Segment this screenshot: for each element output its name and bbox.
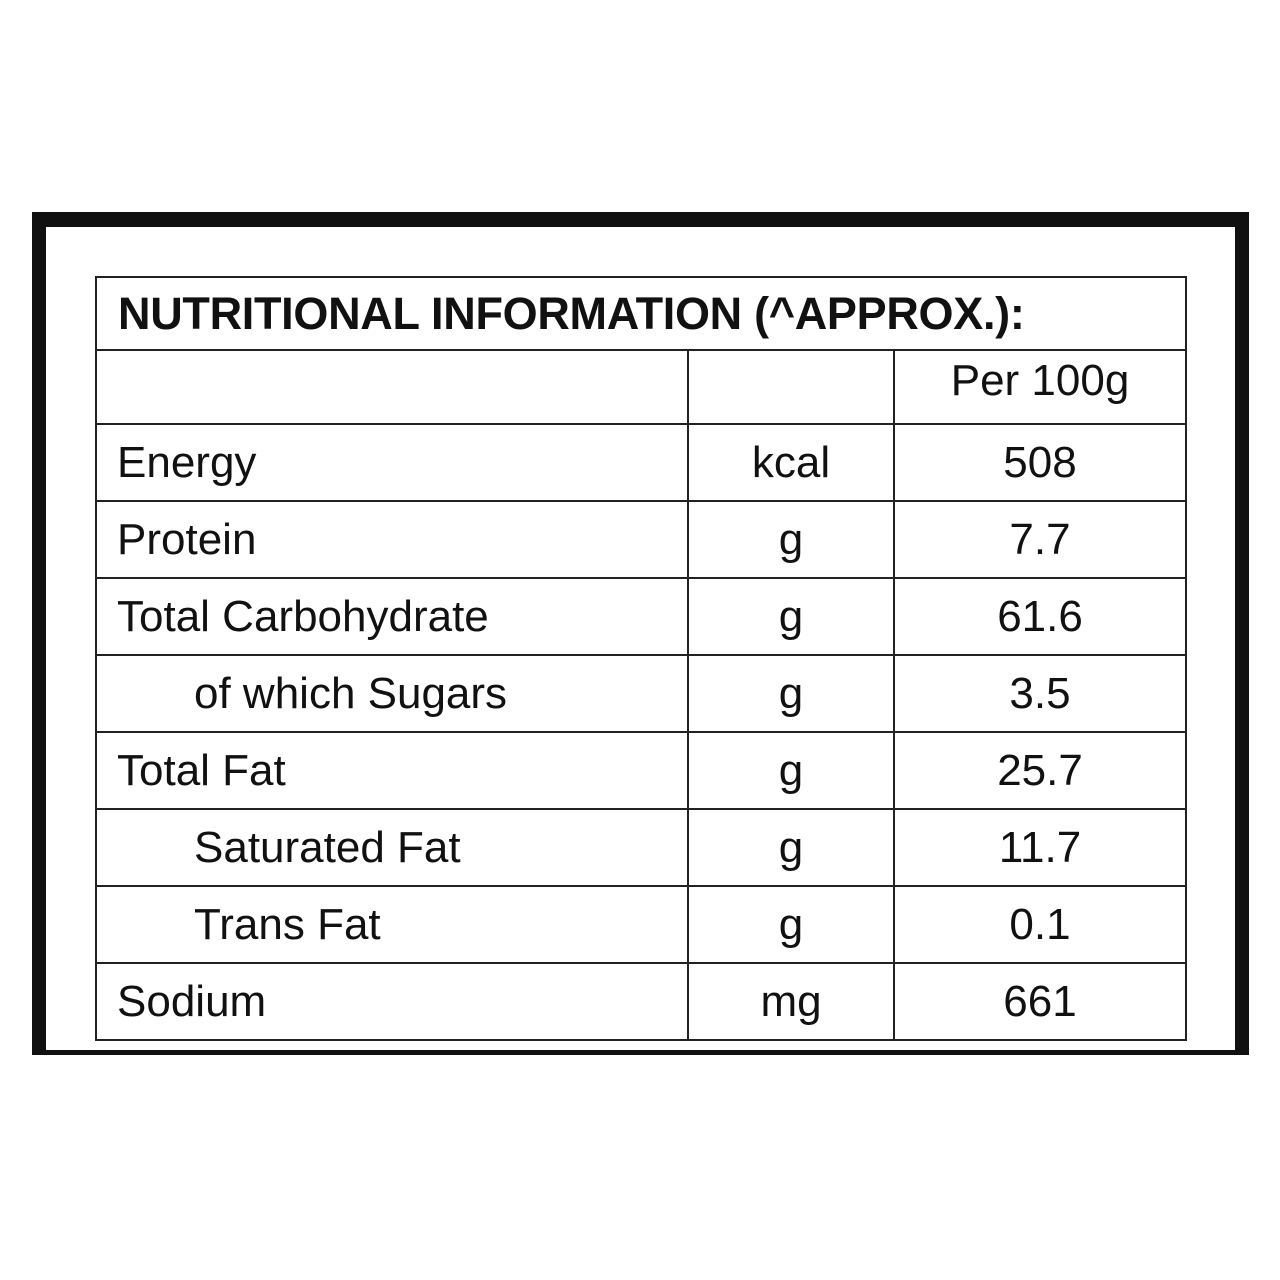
row: Energy kcal 508 bbox=[95, 423, 1188, 502]
row: of which Sugars g 3.5 bbox=[95, 654, 1188, 733]
row: Total Carbohydrate g 61.6 bbox=[95, 577, 1188, 656]
header-cell bbox=[687, 349, 895, 425]
nutrient: Total Carbohydrate bbox=[95, 577, 689, 656]
header-row: Per 100g bbox=[95, 349, 1188, 425]
row: Saturated Fat g 11.7 bbox=[95, 808, 1188, 887]
nutrient: Protein bbox=[95, 500, 689, 579]
title-row: NUTRITIONAL INFORMATION (^APPROX.): bbox=[94, 276, 1188, 351]
header-cell: Per 100g bbox=[892, 349, 1188, 425]
nutrition-table: NUTRITIONAL INFORMATION (^APPROX.): Per … bbox=[94, 276, 1188, 1041]
unit: g bbox=[687, 885, 895, 964]
nutrient: of which Sugars bbox=[95, 654, 689, 733]
unit: g bbox=[687, 731, 895, 810]
header-cell bbox=[95, 349, 689, 425]
nutrient: Total Fat bbox=[95, 731, 689, 810]
unit: g bbox=[687, 500, 895, 579]
amount: 61.6 bbox=[892, 577, 1188, 656]
nutrient: Saturated Fat bbox=[95, 808, 689, 887]
unit: kcal bbox=[687, 423, 895, 502]
nutrient: Energy bbox=[95, 423, 689, 502]
unit: mg bbox=[687, 962, 895, 1041]
amount: 7.7 bbox=[892, 500, 1188, 579]
nutrient: Trans Fat bbox=[95, 885, 689, 964]
row: Trans Fat g 0.1 bbox=[95, 885, 1188, 964]
amount: 661 bbox=[892, 962, 1188, 1041]
unit: g bbox=[687, 577, 895, 656]
row: Total Fat g 25.7 bbox=[95, 731, 1188, 810]
amount: 25.7 bbox=[892, 731, 1188, 810]
amount: 508 bbox=[892, 423, 1188, 502]
row: Protein g 7.7 bbox=[95, 500, 1188, 579]
amount: 11.7 bbox=[892, 808, 1188, 887]
amount: 3.5 bbox=[892, 654, 1188, 733]
frame bbox=[32, 212, 1249, 1055]
nutrient: Sodium bbox=[95, 962, 689, 1041]
amount: 0.1 bbox=[892, 885, 1188, 964]
unit: g bbox=[687, 654, 895, 733]
unit: g bbox=[687, 808, 895, 887]
table-title: NUTRITIONAL INFORMATION (^APPROX.): bbox=[94, 276, 1188, 351]
row: Sodium mg 661 bbox=[95, 962, 1188, 1041]
